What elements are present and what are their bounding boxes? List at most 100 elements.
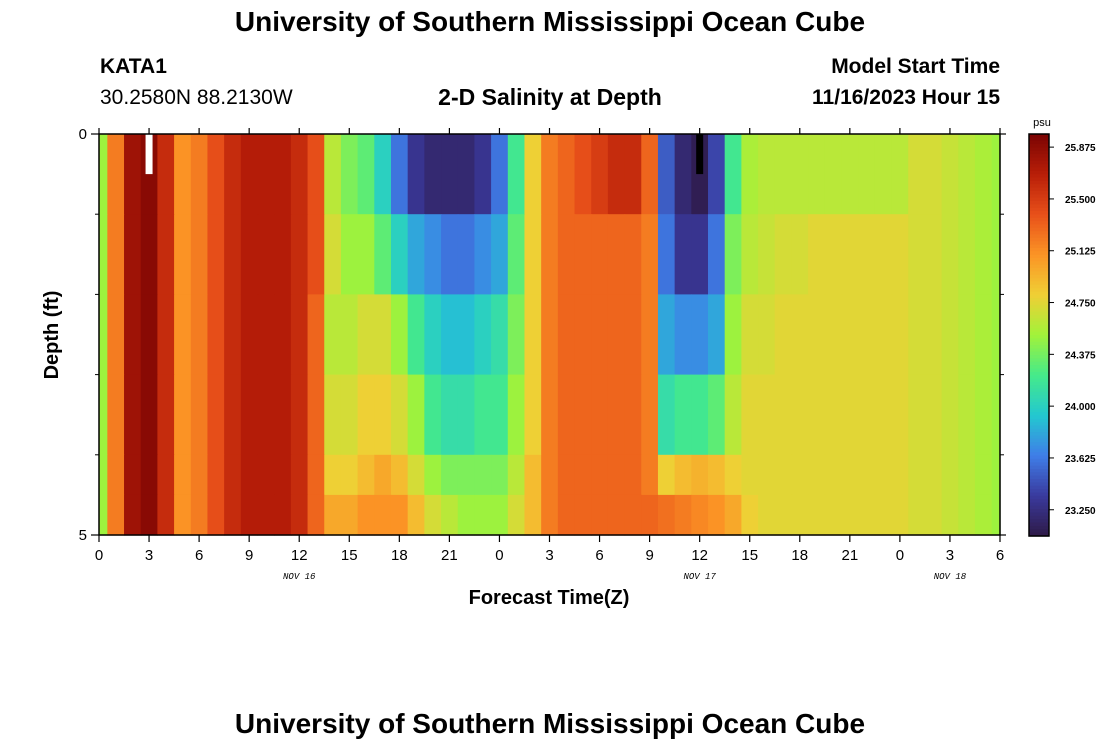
heatmap-cell bbox=[491, 374, 509, 456]
heatmap-cell bbox=[374, 294, 392, 376]
heatmap-cell bbox=[307, 454, 325, 496]
heatmap-cell bbox=[708, 454, 726, 496]
heatmap-cell bbox=[991, 134, 1001, 215]
heatmap-cell bbox=[507, 134, 526, 215]
colorbar-swatch bbox=[1029, 348, 1049, 353]
heatmap-cell bbox=[624, 134, 642, 215]
heatmap-cell bbox=[624, 454, 642, 496]
heatmap-cell bbox=[808, 214, 826, 295]
heatmap-cell bbox=[891, 294, 909, 376]
heatmap-cell bbox=[457, 294, 476, 376]
heatmap-cell bbox=[107, 374, 125, 456]
station-coordinates: 30.2580N 88.2130W bbox=[100, 86, 293, 109]
heatmap-cell bbox=[874, 294, 893, 376]
colorbar-swatch bbox=[1029, 284, 1049, 289]
colorbar-swatch bbox=[1029, 432, 1049, 437]
heatmap-cell bbox=[457, 494, 476, 536]
heatmap-cell bbox=[107, 454, 125, 496]
heatmap-cell bbox=[591, 494, 609, 536]
heatmap-cell bbox=[140, 214, 158, 295]
colorbar-swatch bbox=[1029, 515, 1049, 520]
heatmap-cell bbox=[874, 494, 893, 536]
x-axis: 0 3 6 9 12 15 18 21 0 3 6 9 12 15 18 21 0 3 6 NOV 16 NOV 17 N… bbox=[95, 128, 1004, 582]
heatmap-cell bbox=[224, 374, 242, 456]
heatmap-cell bbox=[774, 134, 793, 215]
heatmap-cell bbox=[157, 134, 175, 215]
heatmap-cell bbox=[541, 294, 559, 376]
heatmap-cell bbox=[274, 294, 292, 376]
heatmap-cell bbox=[858, 454, 876, 496]
heatmap-cell bbox=[974, 494, 993, 536]
heatmap-cell bbox=[591, 294, 609, 376]
heatmap-cell bbox=[290, 134, 309, 215]
colorbar-swatch bbox=[1029, 522, 1049, 527]
colorbar-swatch bbox=[1029, 442, 1049, 447]
heatmap-cell bbox=[641, 454, 659, 496]
heatmap-cell bbox=[507, 494, 526, 536]
heatmap-cell bbox=[190, 214, 209, 295]
heatmap-cell bbox=[290, 494, 309, 536]
colorbar-swatch bbox=[1029, 385, 1049, 390]
colorbar-swatch bbox=[1029, 147, 1049, 152]
colorbar-units: psu bbox=[1033, 117, 1051, 129]
heatmap-cell bbox=[708, 214, 726, 295]
heatmap-cell bbox=[908, 454, 926, 496]
heatmap-cell bbox=[390, 134, 409, 215]
x-tick-label: 9 bbox=[645, 547, 653, 564]
heatmap-cell bbox=[724, 374, 742, 456]
x-tick-label: 21 bbox=[441, 547, 458, 564]
heatmap-cell bbox=[374, 494, 392, 536]
heatmap-cell bbox=[791, 134, 809, 215]
heatmap-cell bbox=[190, 294, 209, 376]
heatmap-cell bbox=[357, 134, 375, 215]
heatmap-cell bbox=[607, 454, 626, 496]
heatmap-cell bbox=[324, 454, 342, 496]
colorbar-swatch bbox=[1029, 505, 1049, 510]
heatmap-cell bbox=[991, 374, 1001, 456]
colorbar-swatch bbox=[1029, 428, 1049, 433]
heatmap-cell bbox=[507, 294, 526, 376]
x-tick-label: 15 bbox=[341, 547, 358, 564]
colorbar-swatch bbox=[1029, 445, 1049, 450]
heatmap-cell bbox=[207, 494, 225, 536]
colorbar-swatch bbox=[1029, 204, 1049, 209]
colorbar-swatch bbox=[1029, 529, 1049, 534]
heatmap-cell bbox=[858, 294, 876, 376]
heatmap-cell bbox=[941, 494, 959, 536]
heatmap-cell bbox=[841, 214, 859, 295]
colorbar-swatch bbox=[1029, 465, 1049, 470]
colorbar-tick-label: 25.125 bbox=[1065, 247, 1096, 258]
heatmap-cell bbox=[207, 134, 225, 215]
heatmap-cell bbox=[541, 214, 559, 295]
heatmap-cell bbox=[891, 214, 909, 295]
heatmap-cell bbox=[758, 454, 776, 496]
heatmap-cell bbox=[574, 374, 592, 456]
colorbar-swatch bbox=[1029, 462, 1049, 467]
colorbar-swatch bbox=[1029, 167, 1049, 172]
colorbar-swatch bbox=[1029, 351, 1049, 356]
heatmap-cell bbox=[357, 454, 375, 496]
heatmap-cell bbox=[908, 294, 926, 376]
heatmap-cell bbox=[674, 454, 692, 496]
colorbar-swatch bbox=[1029, 469, 1049, 473]
heatmap-cell bbox=[874, 134, 893, 215]
heatmap-cell bbox=[290, 214, 309, 295]
heatmap-cell bbox=[357, 374, 375, 456]
x-tick-label: 3 bbox=[946, 547, 954, 564]
heatmap-cell bbox=[841, 494, 859, 536]
heatmap-cell bbox=[174, 454, 192, 496]
colorbar-swatch bbox=[1029, 157, 1049, 162]
heatmap-cell bbox=[174, 214, 192, 295]
heatmap-cell bbox=[274, 454, 292, 496]
heatmap-cell bbox=[657, 374, 676, 456]
heatmap-cell bbox=[741, 214, 759, 295]
heatmap-cell bbox=[674, 294, 692, 376]
colorbar: 25.875 25.500 25.125 24.750 24.375 24.000 23.6… bbox=[1028, 133, 1096, 537]
heatmap-cell bbox=[691, 214, 709, 295]
heatmap-cell bbox=[424, 134, 442, 215]
colorbar-swatch bbox=[1029, 140, 1049, 145]
colorbar-swatch bbox=[1029, 160, 1049, 165]
heatmap-cell bbox=[891, 494, 909, 536]
plot-title: 2-D Salinity at Depth bbox=[438, 84, 662, 110]
heatmap-cell bbox=[791, 374, 809, 456]
